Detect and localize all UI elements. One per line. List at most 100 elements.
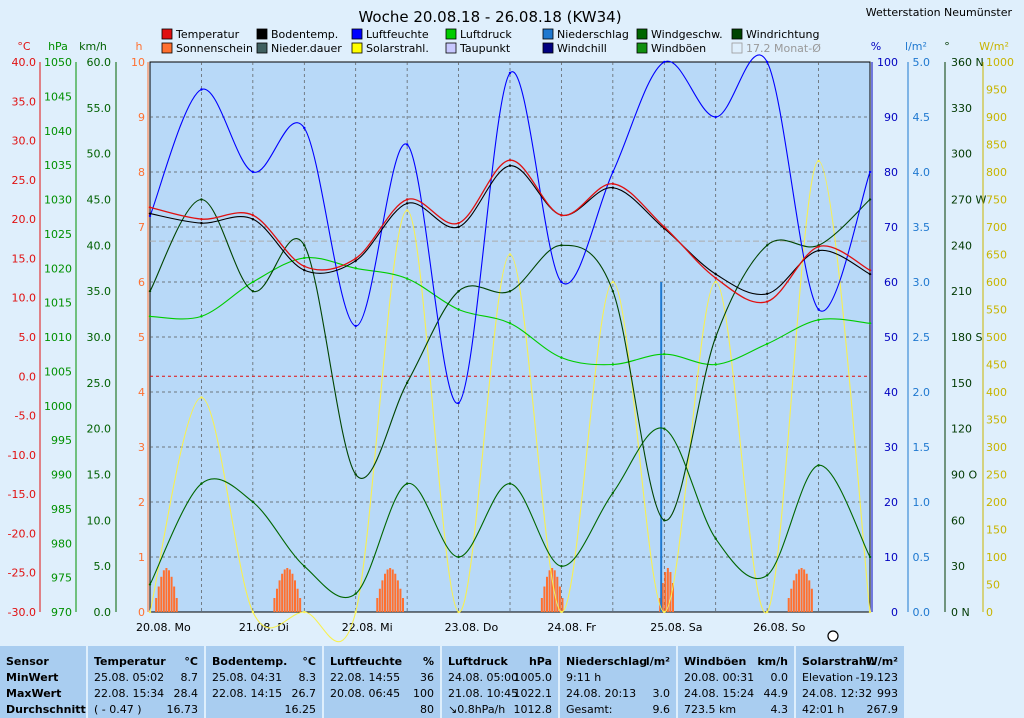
day-tick-label: 21.08. Di — [239, 621, 289, 634]
data-point — [714, 335, 717, 339]
solar-tick-label: 300 — [986, 441, 1007, 454]
data-point — [817, 464, 820, 467]
series-line — [149, 427, 871, 599]
stats-cell-value: 28.4 — [173, 687, 199, 700]
stats-cell-label: 21.08. 10:45 — [448, 687, 519, 700]
legend-swatch — [731, 28, 743, 40]
data-point — [251, 610, 255, 614]
sunshine-bar — [399, 588, 402, 612]
data-point — [817, 318, 820, 322]
legend-swatch — [256, 28, 268, 40]
sunshine-bar — [402, 598, 404, 612]
data-point — [714, 272, 717, 276]
data-point — [457, 225, 460, 229]
data-point — [868, 198, 872, 201]
data-point — [303, 265, 306, 268]
sunshine-bar — [162, 570, 165, 612]
stats-header-unit: % — [422, 655, 434, 668]
data-point — [508, 322, 512, 325]
solar-tick-label: 900 — [986, 111, 1007, 124]
data-point — [405, 143, 409, 146]
stats-cell-label: Gesamt: — [566, 703, 613, 716]
solar-tick-label: 750 — [986, 194, 1007, 207]
stats-column: Luftdruck hPa 24.08. 05:00 1005.0 21.08. 10:… — [442, 646, 560, 718]
data-point — [251, 500, 255, 504]
stats-column-header: Sensor — [0, 654, 86, 670]
sun-axis-unit: h — [136, 40, 143, 53]
stats-cell-value: 8.7 — [180, 671, 199, 684]
legend-swatch — [351, 42, 363, 54]
temp-tick-label: -5.0 — [15, 410, 36, 423]
legend-swatch — [636, 28, 648, 40]
press-tick-label: 975 — [51, 572, 72, 585]
sunshine-bar — [546, 576, 548, 612]
data-point — [508, 482, 512, 485]
sunshine-bar — [157, 586, 160, 612]
stats-header-title: Bodentemp. — [212, 655, 288, 668]
stats-cell-label: 24.08. 05:00 — [448, 671, 519, 684]
sun-tick-label: 2 — [138, 496, 145, 509]
legend-label: Sonnenschein — [176, 42, 253, 55]
data-point — [868, 555, 872, 559]
stats-row: 80 — [324, 702, 440, 718]
data-point — [354, 259, 357, 262]
stats-row: 25.08. 04:31 8.3 — [206, 670, 322, 686]
dir-tick-label: 90 O — [951, 469, 977, 482]
sunshine-bar — [800, 568, 803, 612]
dir-tick-label: 150 — [951, 377, 972, 390]
stats-column-header: Bodentemp. °C — [206, 654, 322, 670]
stats-row: 22.08. 15:34 28.4 — [88, 686, 204, 702]
series-windrichtung — [148, 198, 872, 522]
dir-tick-label: 360 N — [951, 56, 984, 69]
sun-tick-label: 4 — [138, 386, 145, 399]
rain-tick-label: 5.0 — [913, 56, 931, 69]
solar-axis-unit: W/m² — [979, 40, 1009, 53]
data-point — [200, 221, 203, 225]
data-point — [303, 244, 306, 247]
stats-cell-value: 3.0 — [652, 687, 671, 700]
stats-row: Gesamt: 9.6 — [560, 702, 676, 718]
stats-row: MinWert — [0, 670, 86, 686]
hum-tick-label: 20 — [884, 496, 898, 509]
sun-tick-label: 1 — [138, 551, 145, 564]
data-point — [251, 280, 255, 284]
data-point — [868, 170, 872, 174]
legend-label: Luftfeuchte — [366, 28, 429, 41]
stats-header-title: Niederschlag — [566, 655, 648, 668]
wind-tick-label: 15.0 — [87, 469, 112, 482]
wind-tick-label: 45.0 — [87, 194, 112, 207]
data-point — [200, 217, 203, 221]
press-tick-label: 985 — [51, 503, 72, 516]
stats-row: Elevation -19.123 — [796, 670, 904, 686]
press-tick-label: 1035 — [44, 159, 72, 172]
data-point — [765, 342, 769, 346]
data-point — [714, 115, 717, 119]
temp-tick-label: 40.0 — [12, 56, 37, 69]
stats-row: 25.08. 05:02 8.7 — [88, 670, 204, 686]
bars — [155, 282, 813, 612]
data-point — [457, 610, 460, 614]
data-point — [560, 214, 563, 217]
stats-cell-value: 16.25 — [284, 703, 317, 716]
data-point — [200, 482, 203, 485]
temp-tick-label: -30.0 — [8, 606, 36, 619]
data-point — [457, 401, 460, 405]
stats-row: 16.25 — [206, 702, 322, 718]
sunshine-bar — [173, 586, 176, 612]
sunshine-bar — [396, 580, 399, 612]
legend-label: Taupunkt — [459, 42, 511, 55]
stats-header-title: Temperatur — [94, 655, 166, 668]
sunshine-bar — [384, 573, 386, 612]
solar-tick-label: 50 — [986, 579, 1000, 592]
press-tick-label: 1050 — [44, 56, 72, 69]
stats-cell-value: 26.7 — [291, 687, 317, 700]
data-point — [765, 60, 769, 64]
sunshine-bar — [543, 586, 546, 612]
data-point — [251, 170, 255, 174]
series-lines — [148, 54, 872, 643]
series-temperatur — [148, 159, 872, 304]
rain-tick-label: 4.0 — [913, 166, 931, 179]
data-point — [560, 244, 563, 247]
stats-column-header: Niederschlag l/m² — [560, 654, 676, 670]
wind-tick-label: 10.0 — [87, 514, 112, 527]
